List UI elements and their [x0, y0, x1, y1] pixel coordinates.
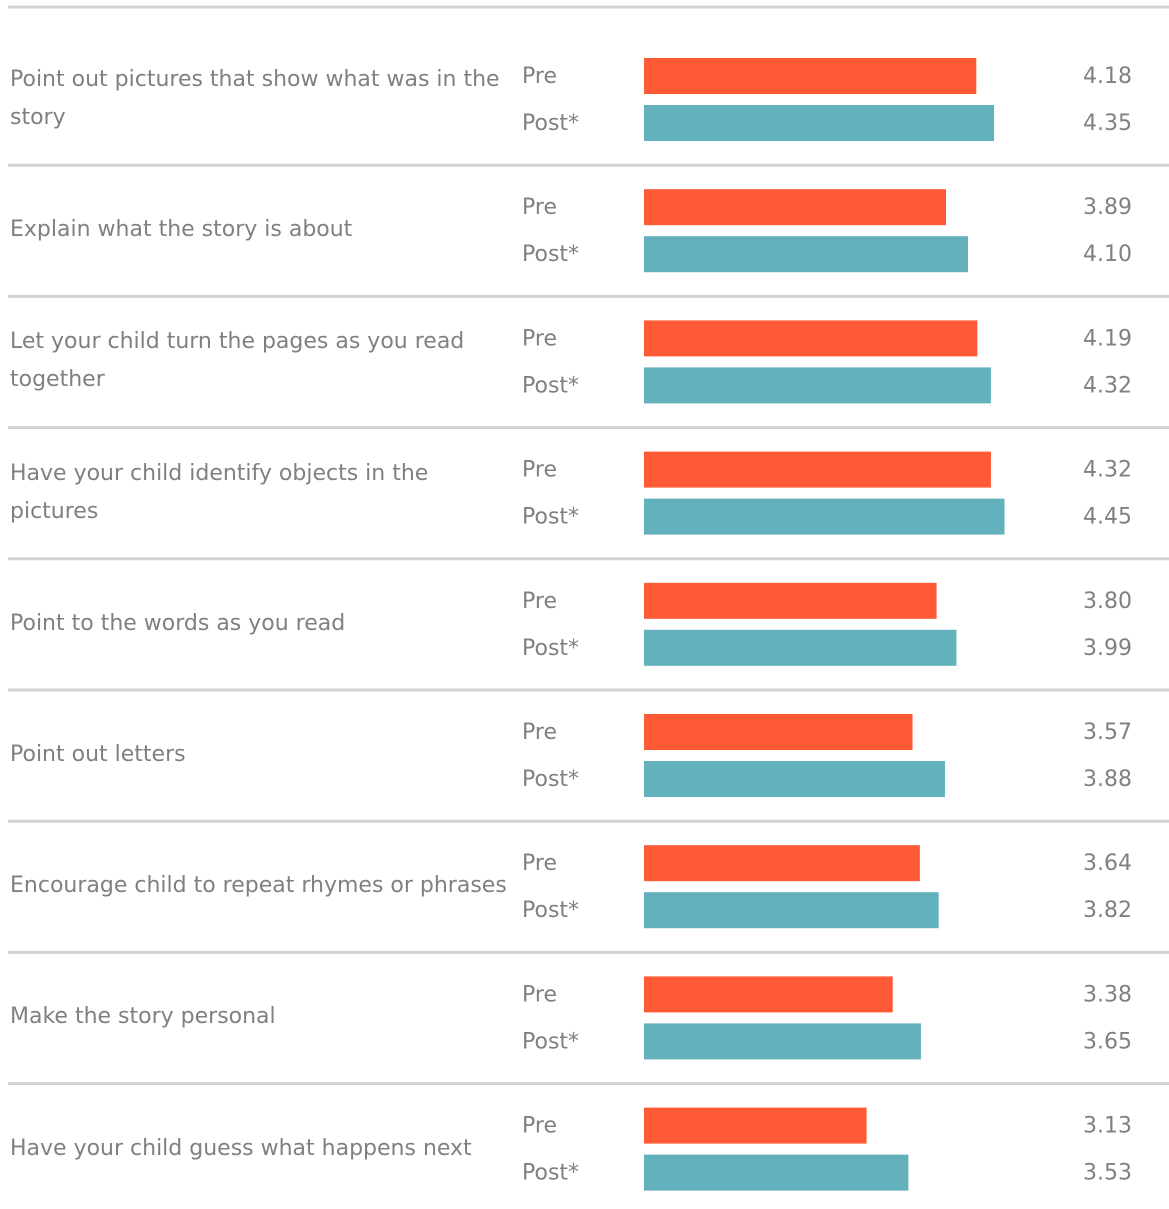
- value-label: 3.38: [1083, 982, 1132, 1007]
- bar: [644, 976, 893, 1013]
- bar: [644, 1107, 867, 1144]
- value-label: 3.13: [1083, 1114, 1132, 1139]
- category-label: Make the story personal: [10, 1004, 276, 1030]
- series-label: Pre: [522, 720, 557, 745]
- category-label: Point out pictures that show what was in…: [10, 67, 500, 130]
- series-label: Pre: [522, 982, 557, 1007]
- series-label: Post*: [522, 373, 579, 398]
- bar: [644, 714, 913, 750]
- series-label: Pre: [522, 195, 557, 220]
- value-label: 3.53: [1083, 1161, 1132, 1186]
- value-label: 4.32: [1083, 373, 1132, 398]
- value-label: 3.82: [1083, 898, 1132, 923]
- category-label: Have your child identify objects in the …: [10, 460, 429, 524]
- bar: [644, 582, 937, 619]
- category-label: Explain what the story is about: [10, 217, 353, 243]
- bar: [644, 236, 968, 273]
- bar: [644, 761, 945, 797]
- series-label: Pre: [522, 64, 557, 89]
- series-label: Pre: [522, 851, 557, 876]
- series-label: Post*: [522, 505, 579, 530]
- series-label: Pre: [522, 326, 557, 351]
- category-label: Have your child guess what happens next: [10, 1135, 472, 1161]
- value-label: 4.10: [1083, 242, 1132, 267]
- value-label: 3.80: [1083, 589, 1132, 614]
- value-label: 3.99: [1083, 636, 1132, 661]
- bar: [644, 892, 939, 929]
- series-label: Post*: [522, 1029, 579, 1054]
- bar: [644, 367, 991, 404]
- series-label: Pre: [522, 458, 557, 483]
- value-label: 4.35: [1083, 111, 1132, 136]
- series-label: Pre: [522, 1114, 557, 1139]
- series-label: Post*: [522, 111, 579, 136]
- value-label: 4.18: [1083, 64, 1132, 89]
- bar: [644, 845, 920, 882]
- value-label: 3.65: [1083, 1029, 1132, 1054]
- category-label: Point to the words as you read: [10, 610, 346, 636]
- value-label: 4.45: [1083, 505, 1132, 530]
- bar: [644, 1154, 909, 1191]
- category-label: Point out letters: [10, 742, 186, 767]
- bar: [644, 58, 977, 94]
- series-label: Post*: [522, 898, 579, 923]
- bar: [644, 320, 978, 357]
- value-label: 4.19: [1083, 326, 1132, 351]
- value-label: 3.88: [1083, 767, 1132, 792]
- value-label: 3.89: [1083, 195, 1132, 220]
- bar: [644, 189, 947, 226]
- bar: [644, 498, 1005, 535]
- bar: [644, 451, 991, 488]
- bar: [644, 105, 995, 141]
- value-label: 4.32: [1083, 458, 1132, 483]
- category-label: Let your child turn the pages as you rea…: [10, 329, 465, 393]
- value-label: 3.64: [1083, 851, 1132, 876]
- bar: [644, 1023, 921, 1060]
- category-label: Encourage child to repeat rhymes or phra…: [10, 873, 507, 899]
- series-label: Post*: [522, 1161, 579, 1186]
- series-label: Post*: [522, 636, 579, 661]
- series-label: Post*: [522, 767, 579, 792]
- series-label: Post*: [522, 242, 579, 267]
- value-label: 3.57: [1083, 720, 1132, 745]
- series-label: Pre: [522, 589, 557, 614]
- bar: [644, 629, 957, 666]
